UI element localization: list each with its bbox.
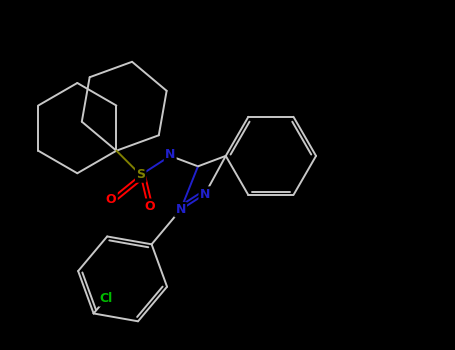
Text: N: N xyxy=(165,148,175,161)
Text: Cl: Cl xyxy=(99,292,112,305)
Text: O: O xyxy=(144,200,155,213)
Text: N: N xyxy=(176,203,186,216)
Text: N: N xyxy=(200,188,210,201)
Text: O: O xyxy=(106,193,116,206)
Text: S: S xyxy=(136,168,145,182)
